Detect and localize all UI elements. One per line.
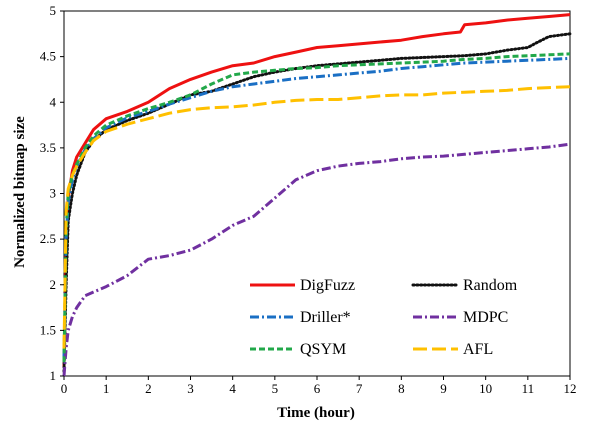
x-tick-label: 12 — [564, 381, 577, 396]
x-tick-label: 4 — [229, 381, 236, 396]
legend-label-qsym: QSYM — [300, 341, 346, 358]
series-line-digfuzz — [62, 13, 571, 367]
y-tick-label: 2 — [50, 277, 57, 292]
x-tick-label: 7 — [356, 381, 363, 396]
x-tick-label: 11 — [522, 381, 535, 396]
y-tick-label: 2.5 — [40, 231, 56, 246]
x-tick-label: 2 — [145, 381, 152, 396]
x-tick-label: 6 — [314, 381, 321, 396]
x-tick-label: 0 — [61, 381, 68, 396]
x-axis-ticks: 0 1 2 3 4 5 6 7 8 9 10 11 12 — [61, 376, 577, 396]
x-tick-label: 10 — [479, 381, 492, 396]
series-line-mdpc — [62, 142, 571, 377]
y-axis-ticks: 1 1.5 2 2.5 3 3.5 4 4.5 5 — [40, 3, 64, 383]
x-axis-title: Time (hour) — [277, 405, 355, 421]
y-tick-label: 1 — [50, 368, 57, 383]
x-tick-label: 9 — [440, 381, 447, 396]
legend-label-random: Random — [463, 277, 518, 294]
y-tick-label: 4.5 — [40, 49, 56, 64]
x-tick-label: 5 — [272, 381, 279, 396]
y-tick-label: 5 — [50, 3, 57, 18]
x-tick-label: 3 — [187, 381, 194, 396]
y-tick-label: 3 — [50, 186, 57, 201]
legend-label-mdpc: MDPC — [463, 309, 508, 326]
y-tick-label: 4 — [50, 94, 57, 109]
x-tick-label: 8 — [398, 381, 405, 396]
y-axis-title: Normalized bitmap size — [12, 116, 28, 268]
series-line-afl — [62, 85, 571, 349]
legend-label-afl: AFL — [463, 341, 493, 358]
series-group — [62, 13, 572, 377]
x-tick-label: 1 — [103, 381, 110, 396]
legend-label-digfuzz: DigFuzz — [300, 277, 355, 294]
y-tick-label: 3.5 — [40, 140, 56, 155]
legend-label-driller: Driller* — [300, 309, 351, 326]
series-line-qsym — [62, 52, 571, 363]
chart-legend: DigFuzz Random Driller* MDPC QSYM AFL — [250, 277, 518, 358]
y-tick-label: 1.5 — [40, 322, 56, 337]
